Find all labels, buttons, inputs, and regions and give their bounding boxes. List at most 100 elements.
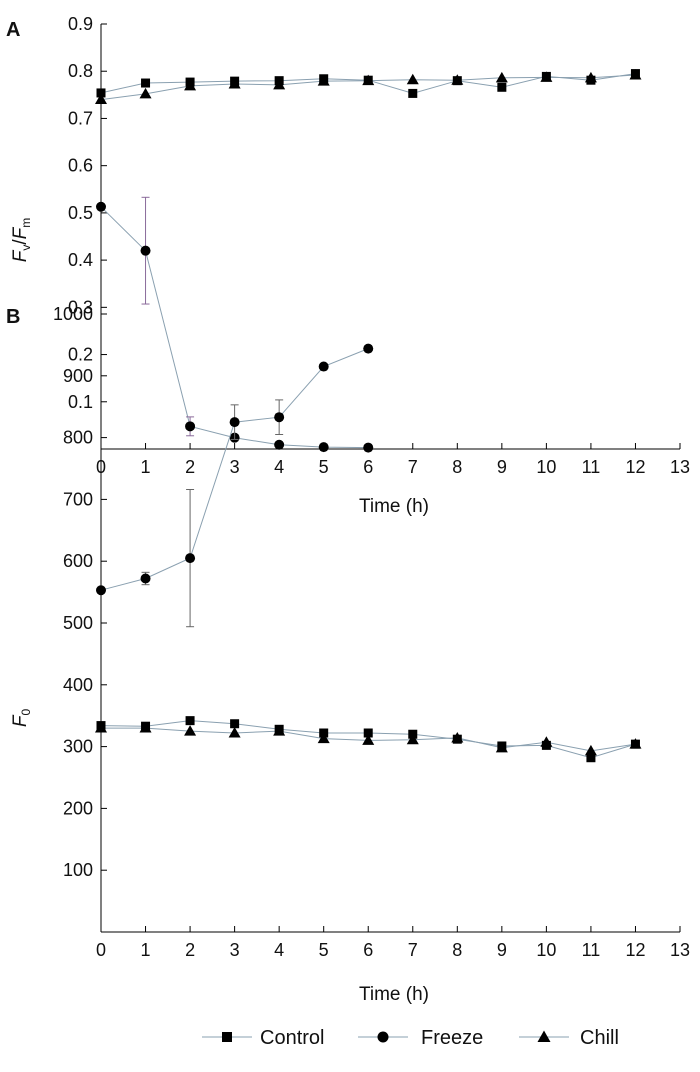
panel-b-chill-point: [406, 733, 419, 745]
panel-a-chill-point: [451, 74, 464, 85]
panel-a-freeze-point: [96, 201, 106, 212]
panel-b-x-tick-label: 1: [141, 940, 151, 960]
panel-b-x-tick-label: 10: [536, 940, 556, 960]
panel-b-x-tick-label: 11: [582, 940, 601, 960]
panel-a-x-tick-label: 6: [363, 457, 373, 477]
panel-a-x-tick-label: 13: [670, 457, 690, 477]
panel-b-chill-point: [95, 722, 107, 733]
panel-b-letter: B: [6, 306, 20, 328]
panel-b-chill-point: [228, 727, 241, 738]
panel-a-x-tick-label: 8: [452, 457, 462, 477]
panel-b-x-tick-label: 5: [319, 940, 329, 960]
panel-b-ylabel: F0: [10, 709, 33, 728]
panel-b-x-tick-label: 2: [185, 940, 195, 960]
legend-chill-marker: [537, 1030, 551, 1042]
panel-b-chart: 0 1 2 3 4 5 6 7 8 9 10 11 12 131002003004005006007008…: [53, 304, 690, 960]
panel-a-chill-point: [406, 73, 419, 85]
panel-b-chill-point: [362, 734, 375, 745]
panel-b-y-tick-label: 100: [63, 860, 93, 880]
legend-freeze-marker: [377, 1031, 389, 1043]
panel-b-y-tick-label: 500: [63, 613, 93, 633]
panel-a-y-tick-label: 0.1: [68, 392, 93, 412]
panel-b-x-tick-label: 8: [452, 940, 462, 960]
panel-b-x-tick-label: 4: [274, 940, 284, 960]
panel-a-y-tick-label: 0.5: [68, 203, 93, 223]
panel-a-x-tick-label: 11: [582, 457, 601, 477]
panel-b-y-tick-label: 700: [63, 489, 93, 509]
panel-a-control-point: [141, 78, 151, 88]
panel-a-x-tick-label: 1: [141, 457, 151, 477]
panel-b-freeze-point: [318, 361, 329, 372]
panel-a-chill-point: [95, 93, 107, 105]
panel-b-y-tick-label: 1000: [53, 304, 93, 324]
panel-b-x-tick-label: 13: [670, 940, 690, 960]
panel-a-xlabel: Time (h): [359, 496, 429, 517]
panel-b-chill-point: [629, 738, 642, 749]
panel-b-y-tick-label: 300: [63, 737, 93, 757]
panel-a-y-tick-label: 0.8: [68, 61, 93, 81]
panel-b-x-tick-label: 0: [96, 940, 106, 960]
panel-b-y-tick-label: 400: [63, 675, 93, 695]
panel-a-x-tick-label: 2: [185, 457, 195, 477]
panel-a-chill-point: [184, 79, 197, 91]
panel-a-freeze-point: [140, 245, 151, 256]
panel-b-y-tick-label: 900: [63, 366, 93, 386]
panel-b-freeze-point: [96, 585, 106, 596]
panel-a-control-point: [497, 82, 507, 92]
panel-a-chill-point: [540, 71, 553, 82]
panel-a-chill-point: [228, 77, 241, 89]
panel-b-y-tick-label: 600: [63, 551, 93, 571]
panel-a-x-tick-label: 5: [319, 457, 329, 477]
panel-a-y-tick-label: 0.7: [68, 108, 93, 128]
panel-a-chill-point: [629, 69, 642, 80]
panel-b-control-point: [185, 716, 195, 726]
legend-item-freeze: Freeze: [358, 1027, 483, 1049]
panel-a-chill-point: [273, 78, 286, 90]
panel-a-freeze-point: [318, 442, 329, 453]
panel-a-letter: A: [6, 19, 20, 41]
panel-b-chill-point: [273, 725, 286, 736]
panel-b-chill-point: [451, 731, 464, 743]
panel-b-x-tick-label: 6: [363, 940, 373, 960]
panel-a-chill-point: [495, 71, 508, 83]
panel-a-chill-point: [139, 87, 152, 99]
panel-b-control-point: [586, 753, 596, 763]
panel-b-x-tick-label: 3: [230, 940, 240, 960]
panel-b-chill-point: [584, 744, 597, 756]
legend-control-marker: [222, 1032, 232, 1042]
panel-a-x-tick-label: 9: [497, 457, 507, 477]
panel-a-x-tick-label: 3: [230, 457, 240, 477]
panel-b-control-point: [230, 719, 240, 729]
panel-b-freeze-point: [274, 412, 285, 423]
panel-b-freeze-point: [185, 553, 196, 564]
panel-a-chill-point: [362, 74, 375, 86]
panel-b-chill-point: [495, 741, 508, 753]
panel-b-freeze-point: [229, 417, 240, 428]
legend-item-chill: Chill: [519, 1027, 619, 1049]
panel-a-y-tick-label: 0.2: [68, 345, 93, 365]
panel-b-chill-point: [317, 732, 330, 744]
panel-b-x-tick-label: 12: [625, 940, 645, 960]
legend-control-label: Control: [260, 1027, 324, 1049]
panel-b-chill-point: [540, 736, 553, 747]
panel-b-x-tick-label: 7: [408, 940, 418, 960]
panel-b-control-point: [363, 728, 373, 738]
panel-a-chill-point: [317, 75, 330, 86]
panel-a-freeze-point: [274, 439, 285, 450]
legend-item-control: Control: [202, 1027, 324, 1049]
panel-a-ylabel: Fv/Fm: [10, 218, 33, 263]
panel-b-x-tick-label: 9: [497, 940, 507, 960]
panel-a-control-point: [408, 88, 418, 98]
panel-b-chill-point: [184, 725, 197, 736]
panel-a-chart: 0 1 2 3 4 5 6 7 8 9 10 11 12 130.10.20.30.40.50.60.70…: [68, 14, 690, 477]
panel-b-y-tick-label: 800: [63, 428, 93, 448]
panel-a-x-tick-label: 7: [408, 457, 418, 477]
panel-a-x-tick-label: 10: [536, 457, 556, 477]
legend-freeze-label: Freeze: [421, 1027, 483, 1049]
panel-b-xlabel: Time (h): [359, 984, 429, 1005]
panel-a-y-tick-label: 0.6: [68, 156, 93, 176]
panel-b-freeze-point: [140, 573, 151, 584]
panel-a-freeze-point: [363, 442, 374, 453]
